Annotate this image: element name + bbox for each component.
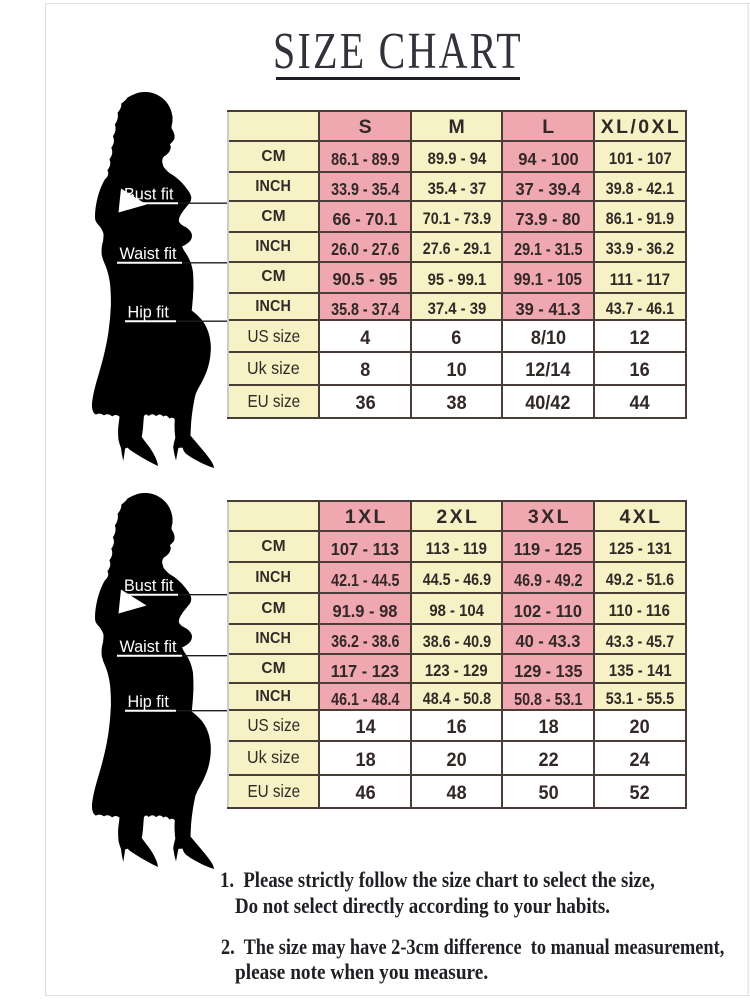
svg-text:Bust fit: Bust fit [124, 577, 174, 595]
svg-text:Hip fit: Hip fit [128, 303, 170, 321]
svg-text:Waist fit: Waist fit [120, 638, 177, 656]
svg-text:Hip fit: Hip fit [128, 693, 170, 711]
svg-text:Bust fit: Bust fit [124, 185, 174, 203]
svg-text:Waist fit: Waist fit [120, 245, 177, 263]
